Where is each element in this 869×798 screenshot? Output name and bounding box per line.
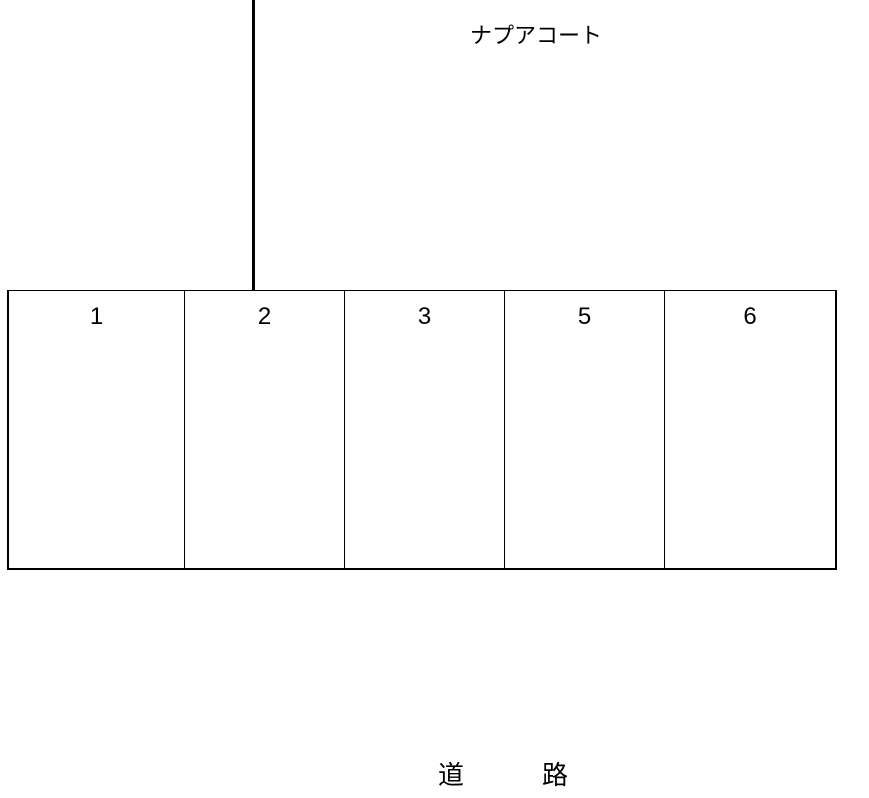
lot-cell: 2	[185, 291, 345, 568]
lot-cell: 5	[505, 291, 665, 568]
lot-cell: 3	[345, 291, 505, 568]
lot-row: 1 2 3 5 6	[7, 290, 837, 570]
road-label: 道 路	[438, 755, 594, 792]
lot-number: 5	[578, 303, 591, 331]
lot-number: 3	[418, 303, 431, 331]
lot-number: 2	[258, 303, 271, 331]
property-title: ナプアコート	[470, 18, 602, 50]
lot-number: 1	[90, 303, 103, 331]
lot-cell: 1	[9, 291, 185, 568]
access-line	[252, 0, 255, 290]
lot-cell: 6	[665, 291, 835, 568]
lot-number: 6	[743, 303, 756, 331]
